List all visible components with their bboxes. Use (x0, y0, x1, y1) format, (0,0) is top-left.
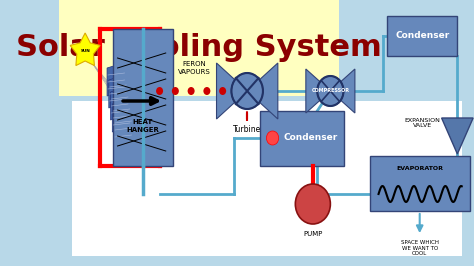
Text: EVAPORATOR: EVAPORATOR (396, 165, 443, 171)
Text: Condenser: Condenser (283, 134, 337, 143)
Polygon shape (70, 33, 100, 65)
Text: Turbine: Turbine (233, 124, 261, 134)
Polygon shape (114, 110, 133, 144)
Circle shape (231, 73, 263, 109)
Polygon shape (306, 69, 330, 113)
Bar (387, 16, 457, 56)
Polygon shape (442, 118, 473, 154)
Circle shape (203, 87, 210, 95)
Bar (59, 0, 339, 96)
Circle shape (188, 87, 195, 95)
Text: SPACE WHICH
WE WANT TO
COOL: SPACE WHICH WE WANT TO COOL (401, 240, 439, 256)
Text: Condenser: Condenser (395, 31, 449, 40)
Polygon shape (217, 63, 247, 119)
Circle shape (295, 184, 330, 224)
Text: EXPANSION
VALVE: EXPANSION VALVE (404, 118, 440, 128)
Text: HEAT
HANGER: HEAT HANGER (127, 119, 159, 132)
Text: SUN: SUN (80, 49, 90, 53)
Circle shape (317, 76, 344, 106)
Bar (113, 29, 173, 166)
Bar (370, 156, 471, 211)
Polygon shape (112, 98, 132, 132)
Text: FERON
VAPOURS: FERON VAPOURS (178, 61, 211, 74)
Polygon shape (330, 69, 355, 113)
Circle shape (156, 87, 163, 95)
Polygon shape (109, 74, 128, 108)
Bar (72, 101, 462, 256)
Text: COMPRESSOR: COMPRESSOR (311, 89, 349, 94)
Text: Solar Cooling System: Solar Cooling System (16, 34, 382, 63)
Polygon shape (107, 62, 126, 96)
Polygon shape (110, 86, 130, 120)
Circle shape (219, 87, 226, 95)
Circle shape (172, 87, 179, 95)
Text: PUMP: PUMP (303, 231, 322, 237)
Circle shape (266, 131, 279, 145)
Bar (260, 111, 344, 166)
Polygon shape (247, 63, 278, 119)
